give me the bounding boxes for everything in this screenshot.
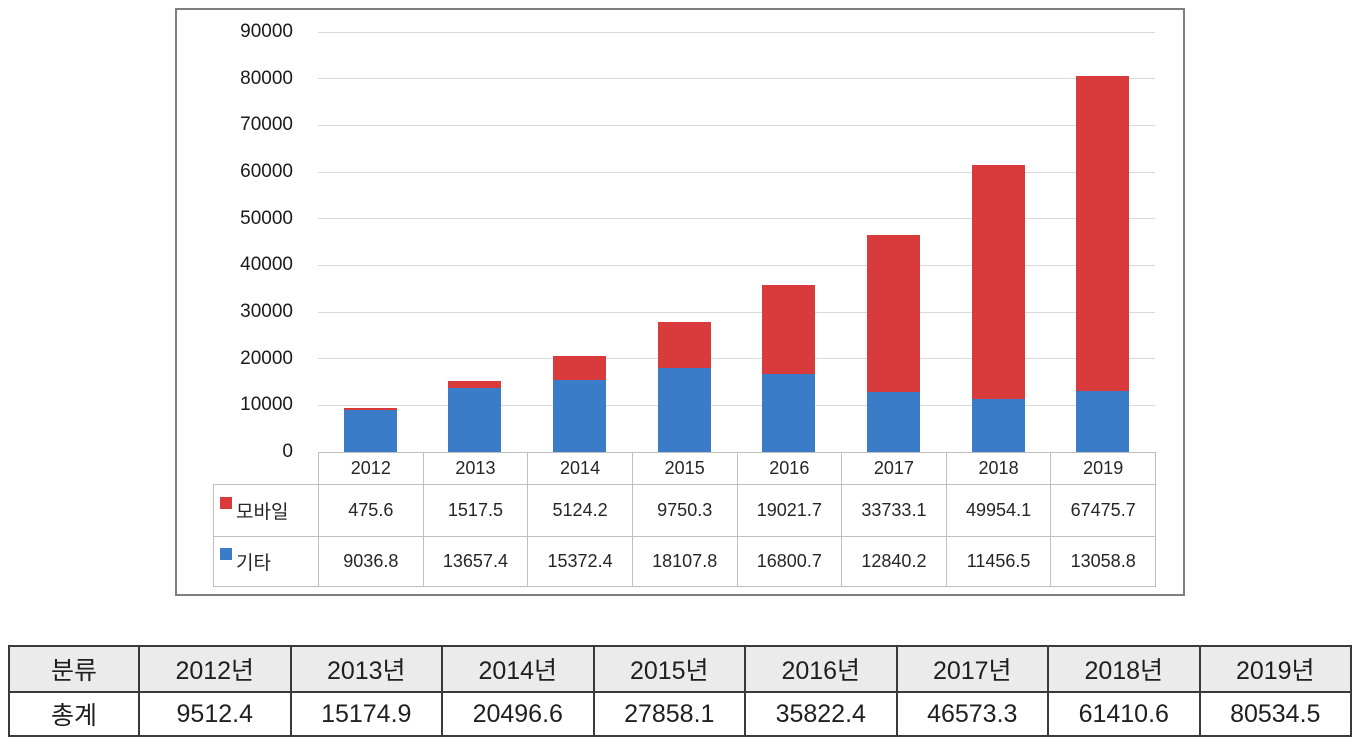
legend-swatch-icon <box>220 548 232 561</box>
bar-segment-기타-2014 <box>553 380 607 452</box>
summary-header-cell-1: 2012년 <box>138 645 292 693</box>
summary-header-cell-8: 2019년 <box>1198 645 1352 693</box>
stacked-bar-chart: 0 10000 20000 30000 40000 50000 60000 70000 8000… <box>175 8 1185 596</box>
value-cell-모바일-2018: 49954.1 <box>945 484 1052 537</box>
y-tick-label-10000: 10000 <box>240 394 293 416</box>
bar-segment-모바일-2016 <box>762 284 816 374</box>
gridline-30000 <box>318 311 1155 313</box>
y-tick-label-60000: 60000 <box>240 161 293 182</box>
legend-label: 기타 <box>236 553 271 574</box>
plot-area <box>318 31 1155 453</box>
summary-header-cell-5: 2016년 <box>744 645 898 693</box>
year-header-cell-2012: 2012 <box>318 452 424 485</box>
value-cell-기타-2014: 15372.4 <box>527 536 633 587</box>
value-cell-기타-2016: 16800.7 <box>736 536 843 587</box>
y-tick-label-90000: 90000 <box>240 21 293 42</box>
y-tick-label-30000: 30000 <box>240 301 293 322</box>
gridline-20000 <box>318 358 1155 360</box>
summary-header-cell-2: 2013년 <box>289 645 443 693</box>
gridline-60000 <box>318 171 1155 173</box>
summary-total-cell-4: 27858.1 <box>592 691 746 737</box>
summary-total-cell-7: 61410.6 <box>1047 691 1201 737</box>
value-cell-모바일-2017: 33733.1 <box>841 484 947 537</box>
year-header-cell-2018: 2018 <box>945 452 1052 485</box>
year-header-cell-2019: 2019 <box>1050 452 1156 485</box>
bar-segment-기타-2018 <box>971 398 1025 452</box>
year-header-cell-2017: 2017 <box>841 452 947 485</box>
bar-segment-모바일-2017 <box>866 234 920 393</box>
summary-header-cell-4: 2015년 <box>592 645 746 693</box>
value-cell-모바일-2016: 19021.7 <box>736 484 843 537</box>
legend-cell-모바일: 모바일 <box>213 484 319 537</box>
chart-data-table: 2012 2013 2014 2015 2016 2017 2018 2019 모바일 475.6… <box>213 452 1156 587</box>
bar-segment-모바일-2018 <box>971 165 1025 399</box>
value-cell-기타-2013: 13657.4 <box>422 536 529 587</box>
value-cell-기타-2012: 9036.8 <box>318 536 424 587</box>
value-cell-기타-2018: 11456.5 <box>945 536 1052 587</box>
value-cell-기타-2015: 18107.8 <box>631 536 738 587</box>
bar-segment-모바일-2015 <box>657 322 711 368</box>
summary-total-cell-3: 20496.6 <box>441 691 595 737</box>
summary-total-cell-2: 15174.9 <box>289 691 443 737</box>
bar-segment-모바일-2019 <box>1076 76 1130 392</box>
value-cell-모바일-2015: 9750.3 <box>631 484 738 537</box>
summary-header-cell-7: 2018년 <box>1047 645 1201 693</box>
value-cell-모바일-2012: 475.6 <box>318 484 424 537</box>
bar-segment-모바일-2014 <box>553 356 607 381</box>
bar-segment-기타-2019 <box>1076 391 1130 452</box>
y-tick-label-80000: 80000 <box>240 67 293 89</box>
y-tick-label-70000: 70000 <box>240 114 293 136</box>
bar-segment-기타-2017 <box>866 392 920 452</box>
summary-header-cell-3: 2014년 <box>441 645 595 693</box>
summary-total-cell-6: 46573.3 <box>895 691 1049 737</box>
gridline-90000 <box>318 31 1155 33</box>
summary-row-label: 총계 <box>8 691 140 737</box>
legend-swatch-icon <box>220 497 232 510</box>
summary-table: 분류 2012년 2013년 2014년 2015년 2016년 2017년 2018년 201… <box>8 645 1352 737</box>
summary-total-cell-8: 80534.5 <box>1198 691 1352 737</box>
summary-header-cell-6: 2017년 <box>895 645 1049 693</box>
bar-segment-기타-2012 <box>343 409 397 452</box>
y-tick-label-0: 0 <box>282 441 293 462</box>
gridline-40000 <box>318 264 1155 266</box>
year-header-cell-2016: 2016 <box>736 452 843 485</box>
gridline-50000 <box>318 218 1155 220</box>
summary-total-cell-1: 9512.4 <box>138 691 292 737</box>
value-cell-기타-2017: 12840.2 <box>841 536 947 587</box>
legend-label: 모바일 <box>236 502 289 523</box>
y-tick-label-50000: 50000 <box>240 207 293 229</box>
gridline-10000 <box>318 404 1155 406</box>
bar-segment-기타-2013 <box>448 388 502 452</box>
bar-segment-기타-2015 <box>657 367 711 452</box>
value-cell-모바일-2013: 1517.5 <box>422 484 529 537</box>
bar-segment-모바일-2012 <box>343 407 397 410</box>
bar-segment-모바일-2013 <box>448 381 502 389</box>
y-tick-label-20000: 20000 <box>240 347 293 369</box>
gridline-80000 <box>318 78 1155 80</box>
bar-segment-기타-2016 <box>762 373 816 452</box>
value-cell-모바일-2014: 5124.2 <box>527 484 633 537</box>
year-header-cell-2015: 2015 <box>631 452 738 485</box>
value-cell-기타-2019: 13058.8 <box>1050 536 1156 587</box>
year-header-cell-2013: 2013 <box>422 452 529 485</box>
y-tick-label-40000: 40000 <box>240 254 293 276</box>
year-header-cell-2014: 2014 <box>527 452 633 485</box>
gridline-70000 <box>318 124 1155 126</box>
summary-header-cell-0: 분류 <box>8 645 140 693</box>
value-cell-모바일-2019: 67475.7 <box>1050 484 1156 537</box>
table-corner-blank <box>214 453 319 485</box>
summary-total-cell-5: 35822.4 <box>744 691 898 737</box>
legend-cell-기타: 기타 <box>213 536 319 587</box>
